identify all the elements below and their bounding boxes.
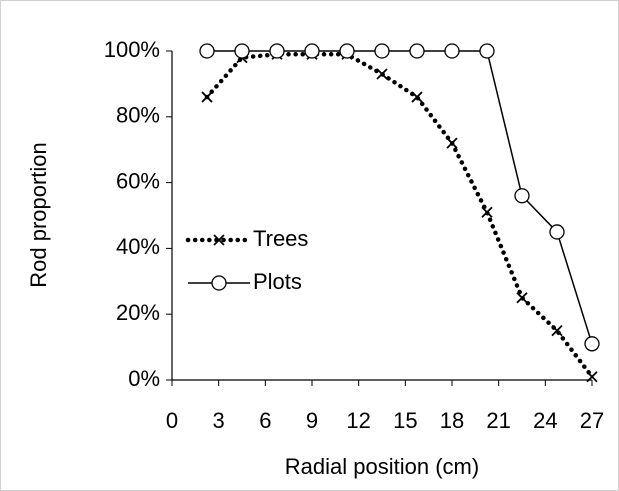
legend-label: Trees: [253, 226, 308, 251]
y-tick-label: 20%: [116, 300, 160, 325]
data-point: [516, 292, 528, 304]
data-point: [444, 43, 460, 59]
data-point: [551, 325, 563, 337]
y-tick-label: 100%: [104, 37, 160, 62]
data-point: [199, 43, 215, 59]
data-point: [269, 43, 285, 59]
legend-marker: [213, 234, 225, 246]
data-point: [339, 43, 355, 59]
y-tick-label: 60%: [116, 168, 160, 193]
data-point: [586, 371, 598, 383]
data-point: [446, 137, 458, 149]
x-tick-label: 27: [580, 408, 604, 433]
data-point: [514, 188, 530, 204]
series-line: [204, 52, 595, 379]
data-point: [409, 43, 425, 59]
legend-marker: [211, 275, 227, 291]
data-point: [201, 91, 213, 103]
x-tick-label: 18: [440, 408, 464, 433]
x-tick-label: 12: [346, 408, 370, 433]
y-tick-label: 40%: [116, 234, 160, 259]
x-tick-label: 21: [486, 408, 510, 433]
data-point: [481, 206, 493, 218]
x-tick-label: 3: [213, 408, 225, 433]
x-tick-label: 0: [166, 408, 178, 433]
x-tick-label: 24: [533, 408, 557, 433]
y-tick-label: 80%: [116, 103, 160, 128]
data-point: [479, 43, 495, 59]
data-point: [234, 43, 250, 59]
data-point: [584, 336, 600, 352]
x-tick-label: 15: [393, 408, 417, 433]
x-tick-label: 9: [306, 408, 318, 433]
y-tick-label: 0%: [128, 366, 160, 391]
legend-label: Plots: [253, 269, 302, 294]
data-point: [304, 43, 320, 59]
x-tick-label: 6: [259, 408, 271, 433]
x-axis-title: Radial position (cm): [285, 454, 479, 479]
data-point: [549, 224, 565, 240]
data-point: [374, 43, 390, 59]
y-axis-title: Rod proportion: [26, 142, 51, 288]
data-point: [376, 68, 388, 80]
data-point: [411, 91, 423, 103]
